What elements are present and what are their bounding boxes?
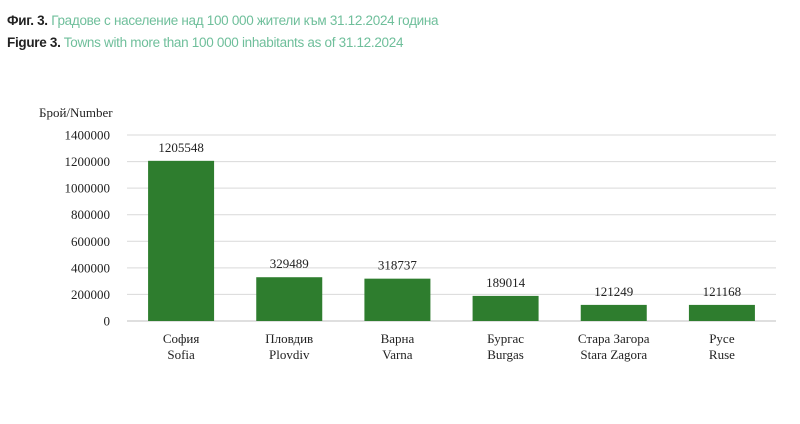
y-tick-label: 1400000 — [65, 128, 111, 143]
bar — [472, 295, 539, 321]
y-axis-label: Брой/Number — [39, 105, 113, 120]
data-label: 121249 — [594, 284, 633, 299]
bar — [148, 160, 215, 321]
category-label-en: Burgas — [487, 347, 524, 362]
data-label: 1205548 — [158, 140, 204, 155]
category-label-en: Plovdiv — [269, 347, 310, 362]
bar — [580, 304, 647, 321]
category-label-bg: Русе — [709, 331, 735, 346]
data-label: 318737 — [378, 258, 418, 273]
category-label-en: Sofia — [167, 347, 195, 362]
data-label: 121168 — [703, 284, 742, 299]
bars — [148, 160, 755, 321]
y-tick-label: 0 — [104, 314, 111, 329]
category-label-bg: Варна — [381, 331, 415, 346]
category-label-en: Ruse — [709, 347, 735, 362]
y-tick-label: 400000 — [71, 260, 110, 275]
data-label: 329489 — [270, 256, 309, 271]
figure-number-bg: Фиг. 3. — [7, 13, 48, 28]
figure-caption-bg: Градове с население над 100 000 жители к… — [51, 13, 439, 28]
category-label-bg: Стара Загора — [578, 331, 650, 346]
category-label-bg: Пловдив — [265, 331, 313, 346]
category-label-en: Varna — [382, 347, 413, 362]
y-tick-label: 1000000 — [65, 181, 111, 196]
figure-title-bg: Фиг. 3. Градове с население над 100 000 … — [7, 13, 439, 28]
bar — [364, 278, 431, 321]
data-labels: 1205548 329489 318737 189014 121249 121168 — [158, 140, 741, 299]
data-label: 189014 — [486, 275, 526, 290]
gridlines — [127, 134, 776, 295]
y-tick-label: 600000 — [71, 234, 110, 249]
bar — [256, 277, 323, 321]
y-tick-label: 200000 — [71, 287, 110, 302]
figure-caption-en: Towns with more than 100 000 inhabitants… — [63, 35, 404, 50]
category-label-bg: Бургас — [487, 331, 524, 346]
y-tick-label: 1200000 — [65, 154, 111, 169]
y-axis-ticks: 0 200000 400000 600000 800000 1000000 1200000 1… — [65, 128, 111, 329]
figure-title-en: Figure 3. Towns with more than 100 000 i… — [7, 35, 403, 50]
y-tick-label: 800000 — [71, 207, 110, 222]
bar — [688, 304, 755, 321]
category-label-bg: София — [163, 331, 200, 346]
figure-number-en: Figure 3. — [7, 35, 61, 50]
category-label-en: Stara Zagora — [580, 347, 647, 362]
